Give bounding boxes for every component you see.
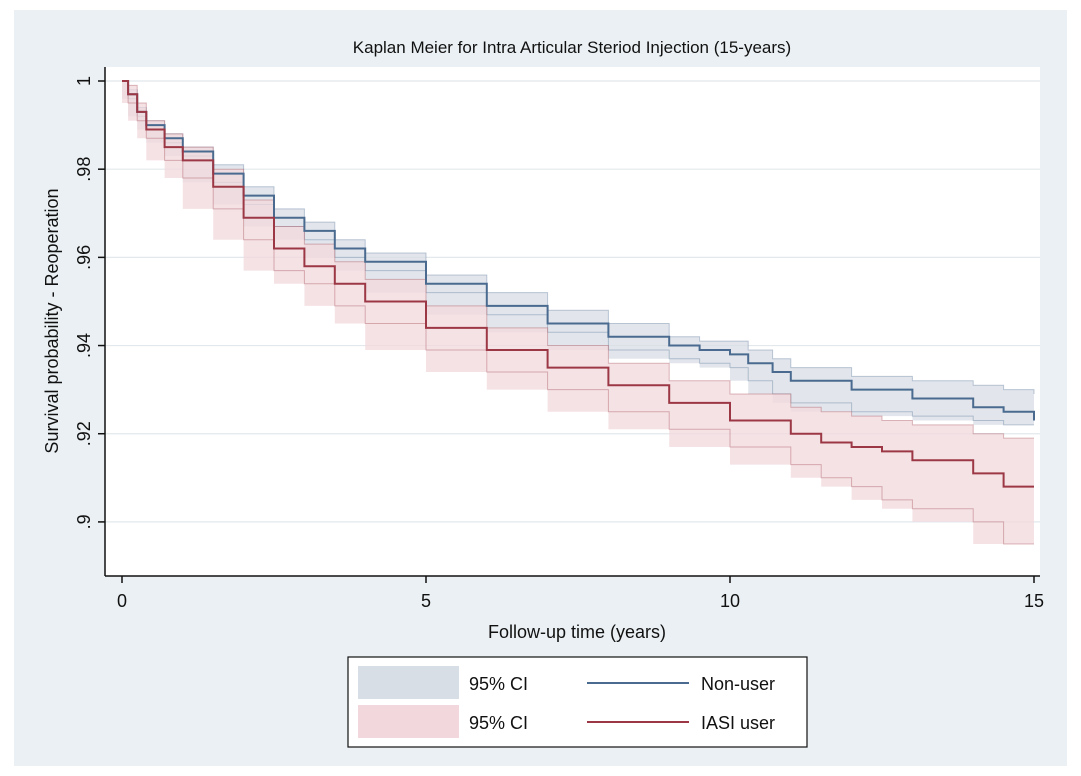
- legend-label-iasi-ci: 95% CI: [469, 713, 528, 733]
- x-tick-label: 10: [720, 591, 740, 611]
- x-tick-label: 0: [117, 591, 127, 611]
- legend-swatch-nonuser-ci: [358, 666, 459, 699]
- survival-lines: [122, 80, 1035, 488]
- legend-label-nonuser-ci: 95% CI: [469, 674, 528, 694]
- ci-upper-iasi: [122, 80, 1034, 439]
- y-tick-label: .92: [74, 421, 94, 446]
- chart-title: Kaplan Meier for Intra Articular Steriod…: [353, 38, 791, 57]
- legend-label-iasi: IASI user: [701, 713, 775, 733]
- legend-swatch-iasi-ci: [358, 705, 459, 738]
- y-tick-label: .98: [74, 157, 94, 182]
- y-tick-label: .94: [74, 333, 94, 358]
- km-chart: 0 5 10 15 .9 .92 .94 .96 .98 1 Kaplan Meier for …: [42, 38, 1044, 748]
- ci-lower-iasi: [122, 80, 1034, 545]
- legend-label-nonuser: Non-user: [701, 674, 775, 694]
- survival-line-nonuser: [122, 80, 1035, 421]
- x-axis-label: Follow-up time (years): [488, 622, 666, 642]
- y-tick-label: 1: [74, 76, 94, 86]
- x-tick-label: 15: [1024, 591, 1044, 611]
- legend: 95% CI Non-user 95% CI IASI user: [347, 656, 808, 748]
- chart-frame: 0 5 10 15 .9 .92 .94 .96 .98 1 Kaplan Meier for …: [14, 10, 1067, 766]
- y-tick-label: .9: [74, 514, 94, 529]
- survival-line-iasi: [122, 80, 1034, 488]
- x-tick-label: 5: [421, 591, 431, 611]
- y-ticks: .9 .92 .94 .96 .98 1: [74, 76, 105, 529]
- ci-band-iasi: [122, 81, 1034, 544]
- y-tick-label: .96: [74, 245, 94, 270]
- y-axis-label: Survival probability - Reoperation: [42, 188, 62, 453]
- x-ticks: 0 5 10 15: [117, 576, 1044, 611]
